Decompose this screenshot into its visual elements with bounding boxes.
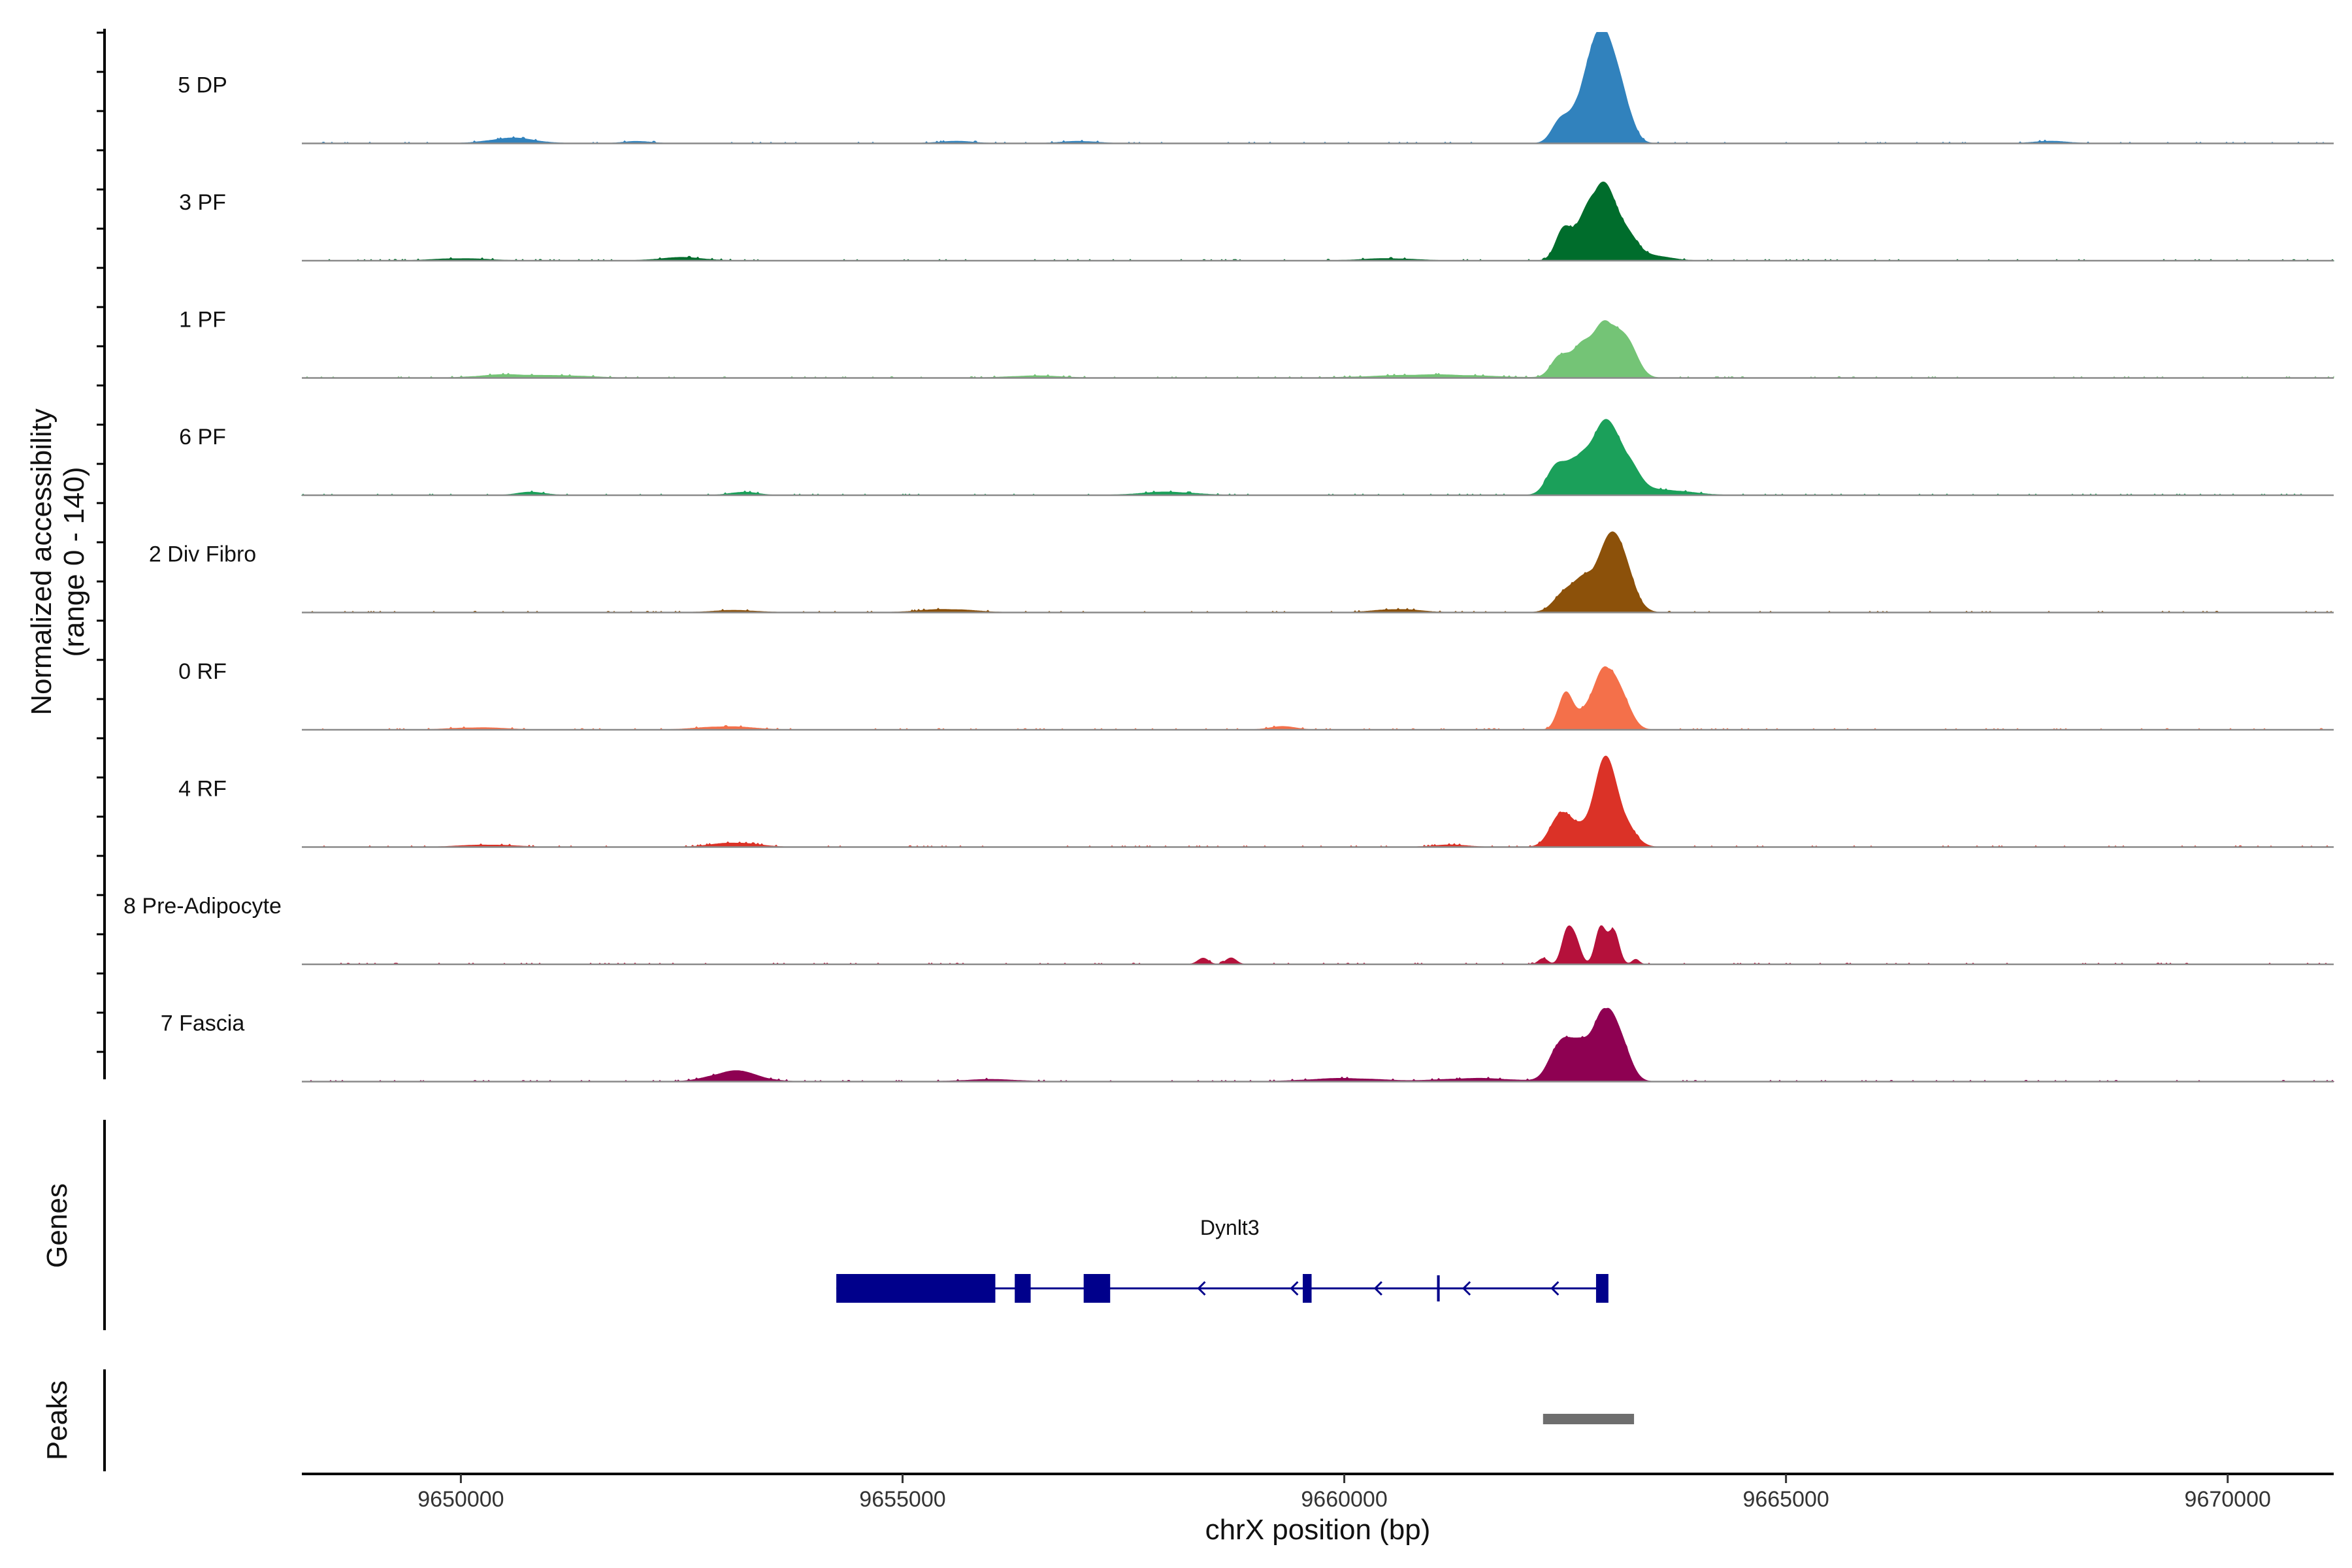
gene-strand-arrow: [1462, 1281, 1471, 1296]
gene-label: Dynlt3: [1200, 1216, 1260, 1239]
track-signal-area: [301, 419, 2334, 496]
peak-region-bar: [1543, 1414, 1635, 1424]
y-axis-title: Normalized accessibility: [25, 408, 57, 715]
track-signal-area: [302, 531, 2334, 613]
gene-exon: [836, 1274, 996, 1303]
track-signal-area: [302, 320, 2334, 379]
track: 0 RF: [178, 659, 2334, 731]
x-tick-label: 9665000: [1742, 1487, 1829, 1512]
track: 3 PF: [179, 181, 2335, 262]
gene-exon: [1015, 1274, 1031, 1303]
x-tick-label: 9670000: [2185, 1487, 2271, 1512]
track: 1 PF: [179, 308, 2334, 379]
track-label: 8 Pre-Adipocyte: [123, 894, 282, 919]
x-axis: 9650000 9655000 9660000 9665000 9670000 chrX…: [302, 1473, 2334, 1546]
track-signal-area: [302, 666, 2334, 730]
genes-panel: Genes Dynlt3: [41, 1120, 1609, 1330]
track-label: 6 PF: [179, 425, 226, 449]
gene-exon: [1437, 1275, 1440, 1301]
gene-strand-arrow: [1373, 1281, 1382, 1296]
y-axis-ticks: [97, 31, 105, 1053]
track-label: 7 Fascia: [161, 1011, 245, 1036]
genes-panel-title: Genes: [41, 1183, 73, 1268]
track-label: 2 Div Fibro: [149, 542, 256, 567]
track: 4 RF: [178, 755, 2334, 848]
x-tick-label: 9650000: [417, 1487, 504, 1512]
x-axis-ticks: 9650000 9655000 9660000 9665000 9670000: [417, 1474, 2271, 1512]
y-axis-range: (range 0 - 140): [58, 466, 90, 657]
track: 7 Fascia: [161, 1007, 2335, 1083]
gene-strand-arrow: [1290, 1281, 1299, 1296]
track: 6 PF: [179, 419, 2334, 497]
track-label: 3 PF: [179, 190, 226, 215]
x-tick-label: 9655000: [859, 1487, 945, 1512]
peak-regions: [1543, 1414, 1635, 1424]
coverage-panel: 5 DP 3 PF 1 PF 6 PF 2 Div Fibro 0 RF 4 RF 8 Pre…: [25, 29, 2335, 1083]
track-label: 5 DP: [178, 73, 227, 98]
gene-exon: [1595, 1274, 1609, 1303]
gene-models: Dynlt3: [836, 1216, 1609, 1303]
coverage-tracks: 5 DP 3 PF 1 PF 6 PF 2 Div Fibro 0 RF 4 RF 8 Pre…: [123, 32, 2335, 1083]
track-signal-area: [302, 925, 2334, 965]
track-label: 1 PF: [179, 308, 226, 333]
track-label: 4 RF: [178, 777, 227, 802]
gene-exon: [1083, 1274, 1111, 1303]
track-label: 0 RF: [178, 659, 227, 684]
gene-strand-arrow: [1197, 1281, 1206, 1296]
gene-strand-arrow: [1550, 1281, 1560, 1296]
track-signal-area: [302, 755, 2334, 848]
peaks-panel-title: Peaks: [41, 1380, 73, 1460]
track: 2 Div Fibro: [149, 531, 2334, 613]
track-signal-area: [302, 181, 2335, 261]
track-signal-area: [302, 1007, 2335, 1083]
x-axis-title: chrX position (bp): [1205, 1514, 1431, 1546]
gene-model: Dynlt3: [836, 1216, 1609, 1303]
x-tick-label: 9660000: [1301, 1487, 1387, 1512]
peaks-panel: Peaks: [41, 1369, 1635, 1471]
track: 5 DP: [178, 32, 2334, 144]
track-signal-area: [302, 32, 2334, 144]
track: 8 Pre-Adipocyte: [123, 894, 2334, 966]
gene-exon: [1303, 1274, 1312, 1303]
